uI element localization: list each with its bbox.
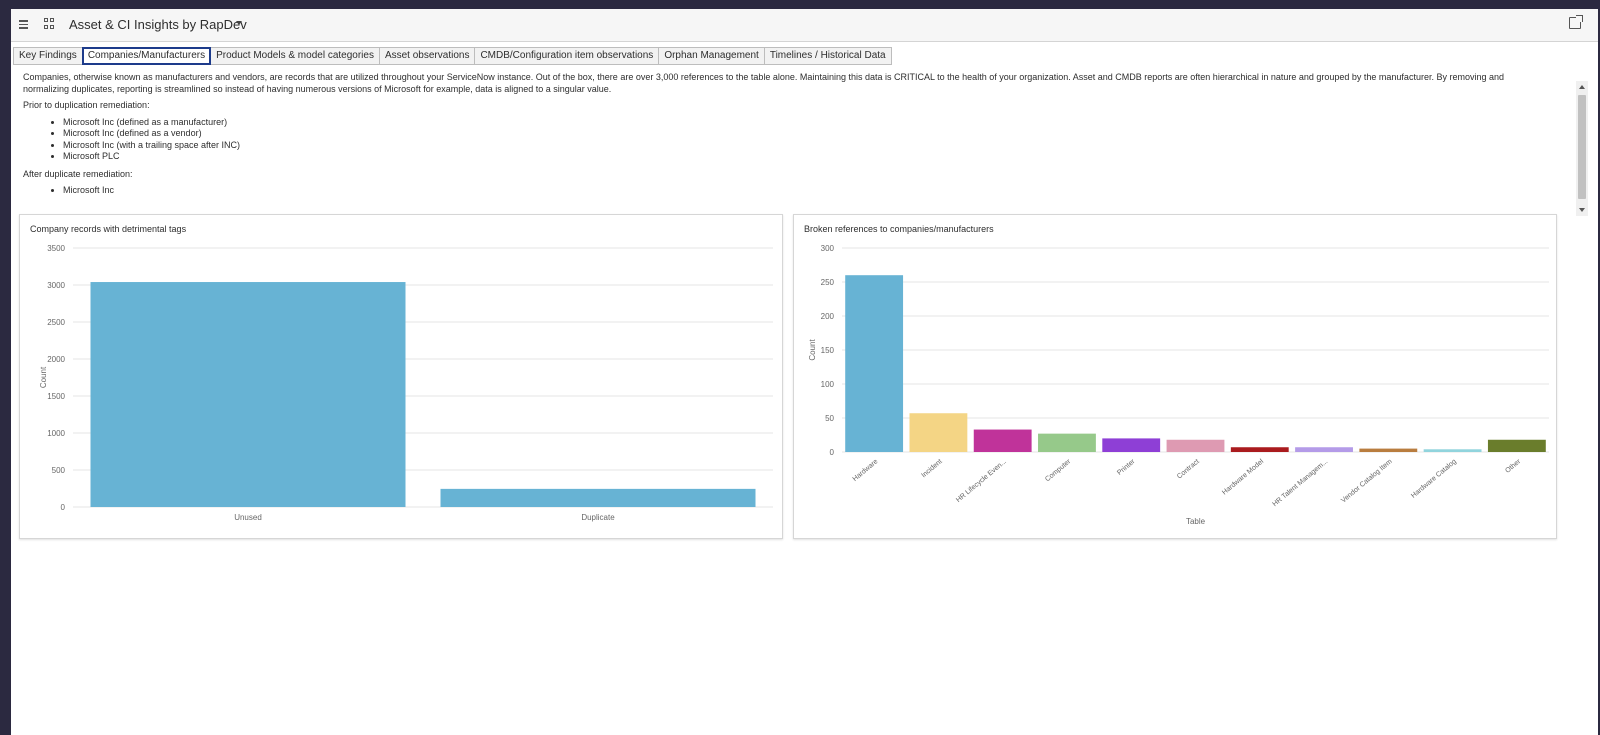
y-tick-label: 500 (52, 466, 66, 475)
chart-card-detrimental-tags: Company records with detrimental tags 0 5… (19, 214, 783, 539)
scroll-thumb[interactable] (1578, 95, 1586, 199)
x-tick-label: Duplicate (581, 513, 615, 522)
y-tick-label: 3000 (47, 281, 65, 290)
chart-detrimental-tags: 0 500 1000 1500 2000 2500 3000 3500 Count Unused D… (39, 244, 773, 522)
list-item: Microsoft Inc (defined as a manufacturer… (63, 117, 1533, 129)
bar-printer[interactable] (1102, 438, 1161, 452)
y-tick-label: 100 (821, 380, 835, 389)
bar-hardware[interactable] (845, 275, 904, 452)
y-tick-label: 200 (821, 312, 835, 321)
after-heading: After duplicate remediation: (23, 168, 133, 179)
list-item: Microsoft PLC (63, 151, 1533, 163)
list-item: Microsoft Inc (63, 185, 1533, 197)
bar-contract[interactable] (1166, 439, 1225, 452)
bar-other[interactable] (1487, 439, 1546, 452)
chart-title: Broken references to companies/manufactu… (804, 224, 994, 234)
chart-broken-references: 0 50 100 150 200 250 300 Count Hardware Incident H… (808, 244, 1549, 526)
y-tick-label: 2000 (47, 355, 65, 364)
x-tick-label: Computer (1044, 458, 1073, 484)
tab-cmdb-observations[interactable]: CMDB/Configuration item observations (474, 47, 660, 65)
x-tick-label: Other (1504, 458, 1522, 475)
x-tick-label: Unused (234, 513, 262, 522)
intro-text-panel: Companies, otherwise known as manufactur… (23, 72, 1533, 212)
x-tick-label: HR Talent Managem... (1272, 458, 1330, 508)
y-tick-label: 0 (830, 448, 835, 457)
x-tick-label: Vendor Catalog Item (1340, 458, 1394, 504)
tab-asset-observations[interactable]: Asset observations (378, 47, 476, 65)
intro-scrollbar[interactable] (1576, 81, 1588, 216)
y-axis-label: Count (39, 366, 48, 388)
x-tick-label: HR Lifecycle Even... (955, 458, 1008, 504)
y-tick-label: 150 (821, 346, 835, 355)
intro-paragraph: Companies, otherwise known as manufactur… (23, 72, 1504, 94)
before-list: Microsoft Inc (defined as a manufacturer… (63, 117, 1533, 163)
export-icon[interactable] (1569, 15, 1583, 29)
tab-companies-manufacturers[interactable]: Companies/Manufacturers (81, 47, 212, 65)
x-tick-label: Hardware Catalog (1410, 458, 1458, 500)
app-title: Asset & CI Insights by RapDev (69, 17, 247, 32)
y-tick-label: 50 (825, 414, 834, 423)
tab-product-models[interactable]: Product Models & model categories (210, 47, 380, 65)
bar-vendor-catalog-item[interactable] (1359, 448, 1418, 452)
y-tick-label: 300 (821, 244, 835, 253)
bar-unused[interactable] (90, 282, 406, 507)
bar-hr-lifecycle-even[interactable] (973, 429, 1032, 452)
scroll-up-arrow-icon[interactable] (1579, 85, 1585, 89)
chart-card-broken-references: Broken references to companies/manufactu… (793, 214, 1557, 539)
list-item: Microsoft Inc (with a trailing space aft… (63, 140, 1533, 152)
after-list: Microsoft Inc (63, 185, 1533, 197)
before-heading: Prior to duplication remediation: (23, 100, 150, 110)
bar-hr-talent-managem[interactable] (1295, 447, 1353, 452)
y-tick-label: 250 (821, 278, 835, 287)
chart-title: Company records with detrimental tags (30, 224, 187, 234)
y-tick-label: 1500 (47, 392, 65, 401)
bar-duplicate[interactable] (440, 488, 756, 507)
y-tick-label: 0 (61, 503, 66, 512)
title-dropdown-caret-icon[interactable] (236, 21, 242, 25)
hamburger-menu-icon[interactable] (19, 18, 31, 32)
bar-incident[interactable] (909, 413, 968, 452)
tab-orphan-management[interactable]: Orphan Management (658, 47, 765, 65)
bar-hardware-model[interactable] (1230, 447, 1289, 452)
bar-computer[interactable] (1038, 433, 1096, 452)
x-tick-label: Contract (1176, 458, 1201, 480)
bar-hardware-catalog[interactable] (1423, 449, 1482, 452)
top-bar: Asset & CI Insights by RapDev (11, 9, 1598, 42)
tab-timelines[interactable]: Timelines / Historical Data (763, 47, 892, 65)
x-tick-label: Printer (1116, 458, 1137, 477)
y-tick-label: 2500 (47, 318, 65, 327)
scroll-down-arrow-icon[interactable] (1579, 208, 1585, 212)
tab-bar: Key Findings Companies/Manufacturers Pro… (13, 47, 892, 65)
x-axis-label: Table (1186, 517, 1206, 526)
y-tick-label: 1000 (47, 429, 65, 438)
grid-view-icon[interactable] (44, 18, 55, 29)
y-tick-label: 3500 (47, 244, 65, 253)
list-item: Microsoft Inc (defined as a vendor) (63, 128, 1533, 140)
app-frame: Asset & CI Insights by RapDev Key Findin… (11, 9, 1598, 735)
y-axis-label: Count (808, 339, 817, 361)
x-tick-label: Incident (920, 458, 943, 479)
tab-key-findings[interactable]: Key Findings (13, 47, 83, 65)
x-tick-label: Hardware Model (1221, 458, 1265, 497)
x-tick-label: Hardware (852, 458, 880, 483)
